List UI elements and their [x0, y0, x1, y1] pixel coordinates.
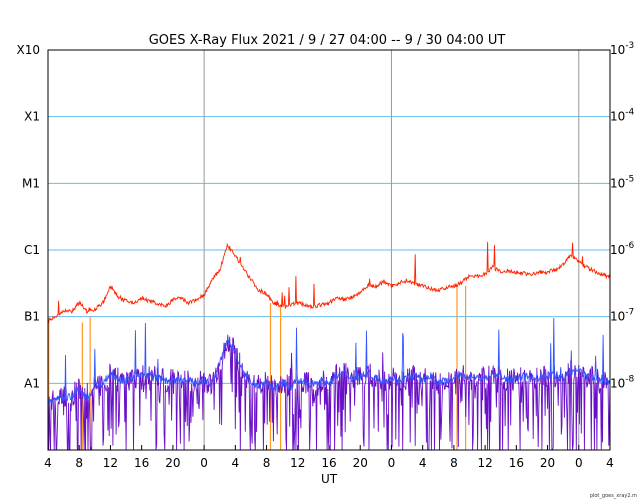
x-tick-label: 4	[419, 456, 427, 470]
x-tick-label: 4	[232, 456, 240, 470]
x-tick-label: 0	[200, 456, 208, 470]
y-left-tick-label: C1	[24, 243, 40, 257]
y-left-tick-label: A1	[24, 376, 40, 390]
y-left-tick-label: B1	[24, 310, 40, 324]
x-tick-label: 4	[44, 456, 52, 470]
y-right-tick-label: 10-6	[610, 241, 635, 257]
x-tick-label: 20	[353, 456, 368, 470]
x-tick-label: 0	[388, 456, 396, 470]
x-tick-label: 12	[103, 456, 118, 470]
x-tick-label: 12	[290, 456, 305, 470]
y-right-tick-label: 10-8	[610, 374, 635, 390]
x-tick-label: 12	[477, 456, 492, 470]
x-axis-labels: 4 8 12 16 20 0 4 8 12 16 20 0 4 8 12 16 20 0 4	[44, 445, 614, 470]
series-line-short-a	[47, 317, 611, 406]
series-line-short-b	[47, 334, 611, 451]
y-right-tick-label: 10-4	[610, 108, 635, 124]
y-left-tick-label: X1	[24, 110, 40, 124]
y-right-tick-label: 10-3	[610, 41, 634, 57]
chart-title: GOES X-Ray Flux 2021 / 9 / 27 04:00 -- 9…	[149, 33, 506, 48]
x-tick-label: 20	[165, 456, 180, 470]
y-left-tick-label: M1	[22, 176, 40, 190]
left-axis-labels: X10 X1 M1 C1 B1 A1	[17, 43, 41, 390]
credit-label: plot_goes_xray2.m	[590, 493, 637, 499]
x-tick-label: 4	[606, 456, 614, 470]
right-axis-labels: 10-3 10-4 10-5 10-6 10-7 10-8	[610, 41, 635, 390]
x-tick-label: 16	[509, 456, 524, 470]
x-tick-label: 8	[263, 456, 271, 470]
series-layer	[47, 241, 611, 451]
x-tick-label: 16	[134, 456, 149, 470]
y-right-tick-label: 10-7	[610, 308, 634, 324]
x-tick-label: 8	[75, 456, 83, 470]
x-tick-label: 20	[540, 456, 555, 470]
series-line-long	[47, 241, 611, 323]
x-tick-label: 0	[575, 456, 583, 470]
y-left-tick-label: X10	[17, 43, 41, 57]
x-tick-label: 8	[450, 456, 458, 470]
x-axis-label: UT	[321, 472, 338, 486]
x-tick-label: 16	[321, 456, 336, 470]
y-right-tick-label: 10-5	[610, 174, 634, 190]
